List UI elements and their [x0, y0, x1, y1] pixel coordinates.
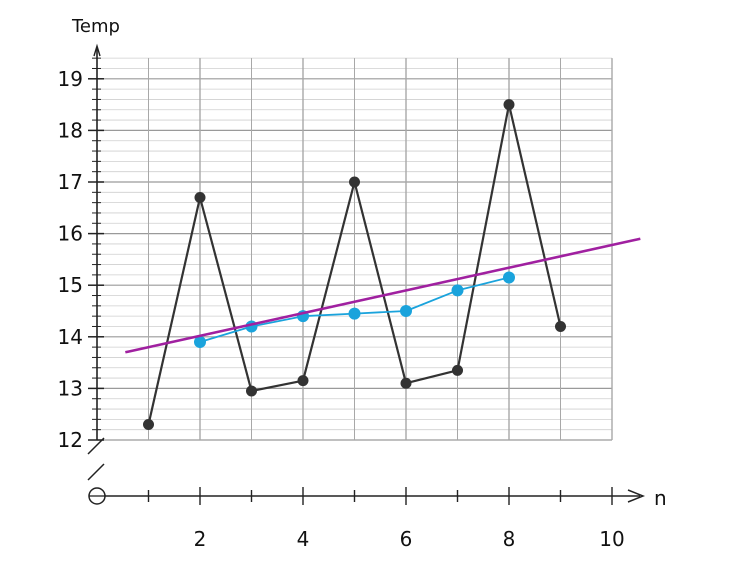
x-tick-label: 8 [503, 527, 516, 551]
data-point-temp [143, 419, 154, 431]
axis-break-mark [87, 437, 105, 455]
axis-break-mark [87, 463, 105, 481]
x-tick-label: 10 [599, 527, 624, 551]
data-point-temp [452, 364, 463, 376]
y-axis-label: Temp [71, 16, 120, 37]
y-tick-label: 17 [58, 170, 83, 194]
y-tick-label: 12 [58, 428, 83, 452]
data-point-moving-average [451, 284, 464, 297]
data-point-temp [400, 377, 412, 389]
y-tick-label: 18 [58, 118, 83, 142]
x-tick-label: 4 [297, 527, 310, 551]
x-axis-label: n [654, 486, 667, 510]
x-axis-arrow [627, 489, 646, 503]
x-tick-label: 2 [194, 527, 207, 551]
y-tick-label: 15 [58, 273, 83, 297]
data-point-temp [246, 385, 257, 397]
y-axis-arrow [93, 43, 101, 57]
data-point-temp [503, 99, 515, 111]
x-tick-label: 6 [400, 527, 413, 551]
data-point-temp [555, 320, 566, 332]
plot-grid [97, 57, 613, 441]
y-tick-label: 14 [58, 325, 83, 349]
series-layer [125, 99, 641, 431]
trend-line [125, 237, 641, 354]
y-tick-label: 16 [58, 222, 83, 246]
y-tick-label: 19 [58, 67, 83, 91]
data-point-temp [194, 191, 206, 203]
axes: 12 13 14 15 16 17 18 19 2 4 6 8 10 [58, 43, 646, 551]
y-tick-label: 13 [58, 376, 83, 400]
data-point-temp [297, 375, 309, 387]
data-point-temp [349, 176, 360, 188]
data-point-moving-average [348, 307, 361, 320]
data-point-moving-average [194, 335, 206, 348]
data-point-moving-average [400, 305, 412, 317]
data-point-moving-average [503, 271, 515, 284]
